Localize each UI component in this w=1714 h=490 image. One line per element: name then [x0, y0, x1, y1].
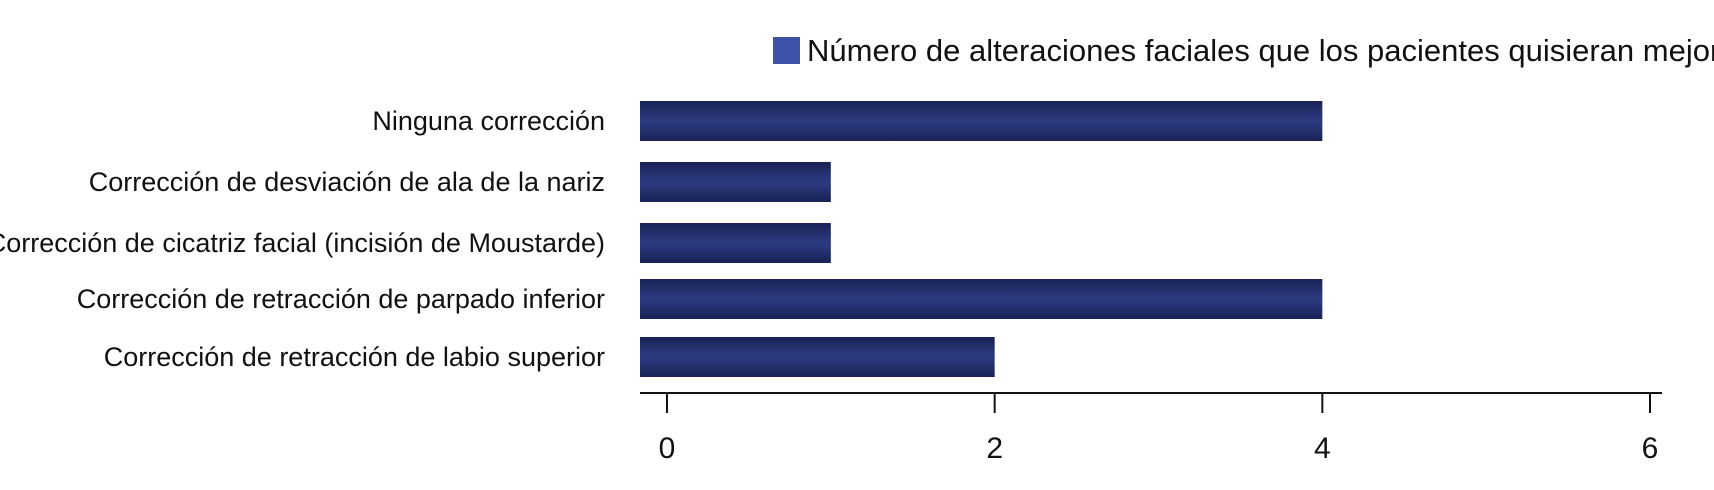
category-label-1: Ninguna corrección [372, 106, 605, 136]
category-label-3: Corrección de cicatriz facial (incisión … [0, 228, 605, 258]
category-label-4: Corrección de retracción de parpado infe… [77, 284, 605, 314]
category-label-2: Corrección de desviación de ala de la na… [89, 167, 605, 197]
bar-4 [640, 279, 1323, 319]
category-label-5: Corrección de retracción de labio superi… [104, 342, 605, 372]
x-tick-label-3: 6 [1642, 432, 1659, 465]
x-tick-label-1: 2 [986, 432, 1003, 465]
bar-1 [640, 101, 1323, 141]
bar-5 [640, 337, 995, 377]
x-tick-label-2: 4 [1314, 432, 1331, 465]
bar-2 [640, 162, 831, 202]
bars [640, 101, 1323, 377]
legend-label: Número de alteraciones faciales que los … [807, 33, 1714, 68]
legend-swatch [773, 37, 800, 64]
x-axis: 0 2 4 6 [640, 392, 1662, 465]
category-labels: Ninguna corrección Corrección de desviaci… [0, 106, 605, 372]
x-tick-label-0: 0 [659, 432, 676, 465]
legend: Número de alteraciones faciales que los … [773, 33, 1714, 68]
bar-3 [640, 223, 831, 263]
